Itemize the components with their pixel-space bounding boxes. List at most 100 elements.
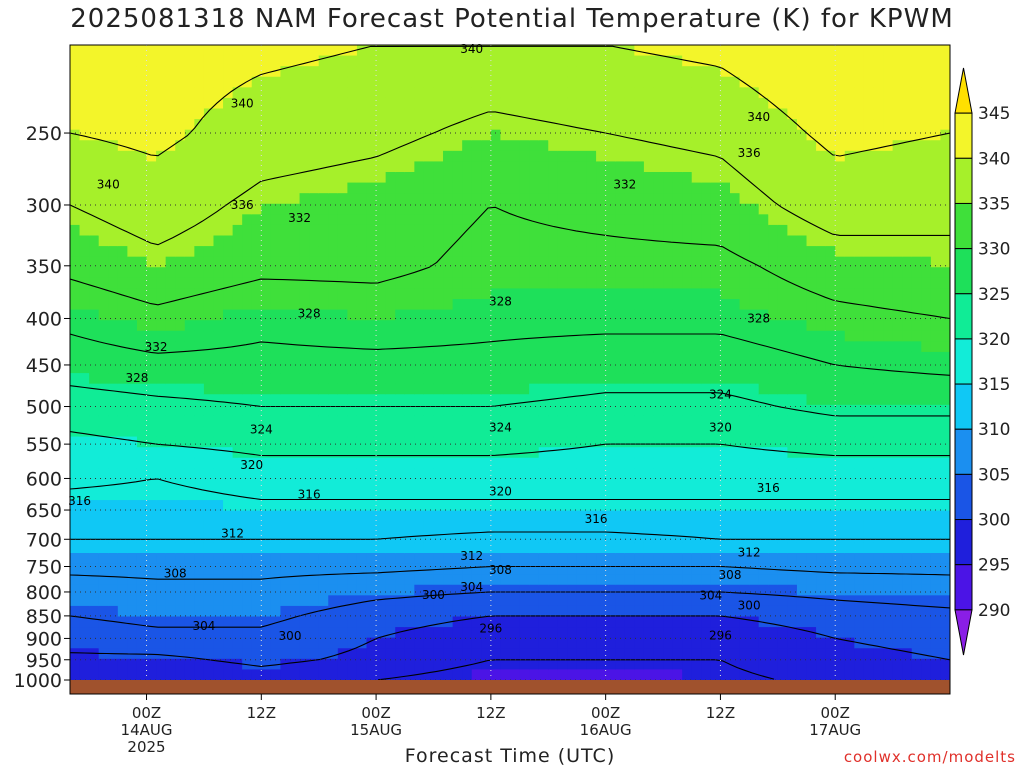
heatmap-cell (672, 426, 683, 438)
heatmap-cell (471, 383, 482, 395)
heatmap-cell (490, 415, 502, 427)
heatmap-cell (156, 468, 167, 480)
heatmap-cell (710, 584, 722, 596)
heatmap-cell (682, 267, 693, 279)
heatmap-cell (816, 478, 827, 491)
heatmap-cell (414, 415, 425, 427)
heatmap-cell (146, 45, 157, 57)
heatmap-cell (194, 214, 205, 226)
heatmap-cell (366, 288, 377, 300)
heatmap-cell (519, 648, 530, 660)
heatmap-cell (376, 320, 387, 332)
heatmap-cell (806, 595, 817, 607)
heatmap-cell (787, 648, 798, 660)
heatmap-cell (806, 288, 817, 300)
heatmap-cell (376, 648, 387, 660)
heatmap-cell (758, 542, 769, 554)
heatmap-cell (510, 595, 521, 607)
heatmap-cell (701, 404, 712, 417)
heatmap-cell (730, 478, 741, 491)
heatmap-cell (758, 309, 769, 321)
heatmap-cell (596, 658, 607, 671)
heatmap-cell (825, 161, 836, 173)
heatmap-cell (624, 404, 635, 417)
heatmap-cell (156, 605, 167, 618)
heatmap-cell (318, 521, 329, 533)
heatmap-cell (213, 330, 224, 342)
heatmap-cell (796, 595, 808, 607)
heatmap-cell (146, 404, 157, 417)
heatmap-cell (682, 404, 693, 417)
heatmap-cell (672, 415, 683, 427)
heatmap-cell (643, 605, 655, 618)
heatmap-cell (510, 129, 521, 141)
heatmap-cell (500, 182, 511, 194)
heatmap-cell (682, 658, 693, 671)
heatmap-cell (500, 256, 511, 268)
heatmap-cell (672, 627, 683, 639)
heatmap-cell (844, 87, 855, 99)
heatmap-cell (328, 584, 339, 596)
heatmap-cell (586, 330, 597, 342)
heatmap-cell (586, 468, 597, 480)
heatmap-cell (423, 637, 435, 649)
heatmap-cell (500, 87, 511, 99)
heatmap-cell (730, 563, 741, 575)
heatmap-cell (768, 669, 779, 680)
heatmap-cell (347, 489, 358, 501)
heatmap-cell (787, 182, 798, 194)
heatmap-cell (567, 415, 578, 427)
heatmap-cell (701, 214, 712, 226)
heatmap-cell (835, 447, 846, 459)
heatmap-cell (538, 87, 549, 99)
heatmap-cell (529, 129, 540, 141)
heatmap-cell (500, 161, 511, 173)
heatmap-cell (596, 584, 607, 596)
heatmap-cell (605, 426, 616, 438)
heatmap-cell (213, 648, 224, 660)
heatmap-cell (165, 457, 176, 469)
heatmap-cell (184, 277, 195, 290)
heatmap-cell (500, 119, 511, 131)
heatmap-cell (194, 97, 205, 110)
heatmap-cell (280, 595, 291, 607)
heatmap-cell (634, 119, 645, 131)
heatmap-cell (347, 521, 358, 533)
heatmap-cell (318, 500, 329, 512)
heatmap-cell (89, 404, 100, 417)
heatmap-cell (462, 373, 473, 385)
heatmap-cell (796, 108, 808, 120)
heatmap-cell (634, 256, 645, 268)
heatmap-cell (490, 658, 502, 671)
heatmap-cell (519, 373, 530, 385)
heatmap-cell (89, 320, 100, 332)
heatmap-cell (854, 457, 865, 469)
heatmap-cell (596, 129, 607, 141)
heatmap-cell (777, 553, 788, 565)
heatmap-cell (519, 637, 530, 649)
heatmap-cell (213, 203, 224, 215)
heatmap-cell (768, 584, 779, 596)
heatmap-cell (70, 521, 81, 533)
heatmap-cell (89, 277, 100, 290)
heatmap-cell (844, 182, 855, 194)
heatmap-cell (223, 330, 234, 342)
heatmap-cell (787, 330, 798, 342)
heatmap-cell (328, 97, 339, 110)
heatmap-cell (816, 669, 827, 680)
heatmap-cell (146, 55, 157, 67)
heatmap-cell (730, 605, 741, 618)
heatmap-cell (615, 627, 626, 639)
heatmap-cell (414, 203, 425, 215)
heatmap-cell (701, 341, 712, 353)
heatmap-cell (270, 584, 282, 596)
heatmap-cell (471, 119, 482, 131)
heatmap-cell (710, 182, 722, 194)
heatmap-cell (510, 299, 521, 311)
heatmap-cell (701, 500, 712, 512)
heatmap-cell (318, 542, 329, 554)
heatmap-cell (395, 341, 406, 353)
heatmap-cell (634, 637, 645, 649)
heatmap-cell (452, 510, 463, 522)
heatmap-cell (433, 637, 444, 649)
